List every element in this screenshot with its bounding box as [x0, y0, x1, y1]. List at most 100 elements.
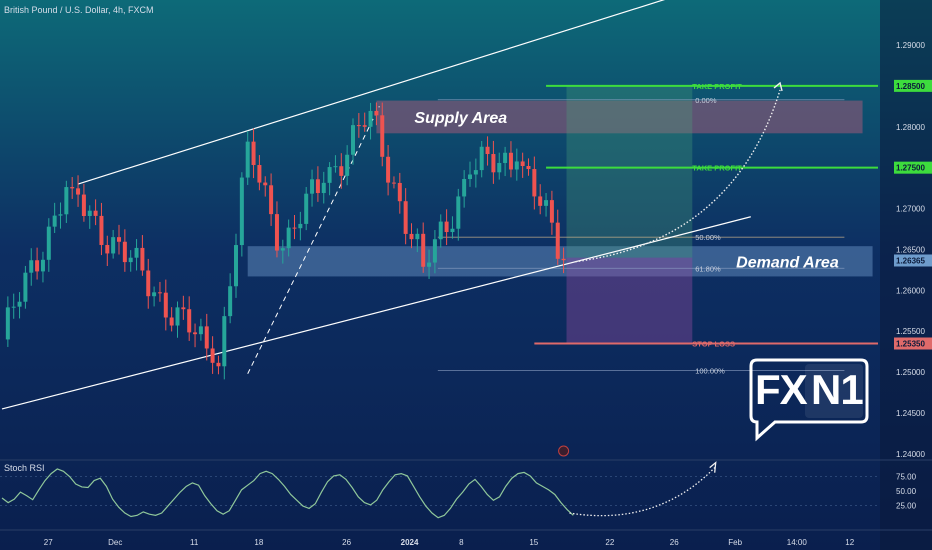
candle-body — [508, 152, 513, 170]
candle-body — [169, 317, 174, 326]
candle-body — [333, 166, 338, 168]
supply-zone — [376, 100, 863, 134]
candle-body — [274, 214, 279, 251]
y-tick-label: 1.27000 — [896, 205, 925, 214]
x-tick-label: 22 — [605, 538, 614, 547]
candle-body — [339, 166, 344, 176]
candle-body — [432, 239, 437, 263]
candle-body — [81, 194, 86, 216]
candle-body — [485, 146, 490, 155]
candle-body — [17, 301, 22, 307]
candle-body — [397, 182, 402, 202]
take-profit-label: TAKE PROFIT — [692, 164, 742, 173]
projection-arrowhead — [773, 81, 783, 92]
candle-body — [245, 141, 250, 178]
candle-body — [479, 146, 484, 171]
candle-body — [105, 244, 110, 254]
candle-body — [99, 215, 104, 245]
candle-body — [514, 161, 519, 170]
candle-body — [380, 115, 385, 157]
stoch-rsi-line — [1, 468, 574, 519]
demand-area-label: Demand Area — [736, 254, 839, 271]
symbol-title: British Pound / U.S. Dollar, 4h, FXCM — [4, 5, 154, 15]
candle-body — [462, 179, 467, 197]
candle-body — [111, 237, 116, 254]
candle-body — [444, 221, 449, 233]
candle-body — [526, 166, 531, 170]
candle-body — [46, 226, 51, 260]
x-tick-label: Feb — [728, 538, 742, 547]
candle-body — [292, 227, 297, 229]
y-tick-label: 1.26500 — [896, 245, 925, 254]
candle-body — [70, 187, 75, 189]
candle-body — [327, 167, 332, 183]
candle-body — [146, 270, 151, 297]
candle-body — [315, 179, 320, 194]
candle-body — [549, 200, 554, 223]
candle-body — [52, 215, 57, 227]
candle-body — [391, 182, 396, 184]
candle-body — [29, 260, 34, 273]
price-tag — [894, 161, 932, 174]
candle-body — [456, 196, 461, 229]
candle-body — [304, 193, 309, 224]
candle-body — [251, 141, 256, 166]
candle-body — [228, 286, 233, 317]
candle-body — [286, 227, 291, 249]
y-tick-label: 1.29000 — [896, 41, 925, 50]
price-tag-label: 1.26365 — [896, 256, 925, 265]
candle-body — [503, 152, 508, 163]
candle-body — [473, 170, 478, 175]
y-tick-label: 1.24500 — [896, 409, 925, 418]
candle-body — [362, 125, 367, 127]
candle-body — [58, 214, 63, 216]
event-marker-icon — [558, 445, 570, 457]
candle-body — [491, 154, 496, 173]
candle-body — [257, 165, 262, 183]
candle-body — [415, 233, 420, 240]
candle-body — [210, 348, 215, 363]
y-tick-label: 1.25000 — [896, 368, 925, 377]
fib-label: 0.00% — [695, 96, 717, 105]
x-tick-label: 26 — [342, 538, 351, 547]
candle-body — [368, 110, 373, 127]
candle-body — [193, 332, 198, 335]
x-tick-label: 8 — [459, 538, 464, 547]
channel-upper-line — [77, 0, 666, 185]
channel-lower-line — [1, 216, 751, 410]
candle-body — [374, 110, 379, 116]
logo-text-fx: FX — [755, 366, 808, 413]
x-tick-label: 26 — [670, 538, 679, 547]
x-tick-label: 15 — [529, 538, 538, 547]
y-tick-label: 1.26000 — [896, 286, 925, 295]
candle-body — [555, 222, 560, 259]
stoch-y-tick-label: 25.00 — [896, 502, 917, 511]
candle-body — [269, 185, 274, 215]
candle-body — [76, 188, 81, 195]
candle-body — [40, 259, 45, 272]
profit-zone — [566, 85, 693, 258]
x-tick-label: 11 — [190, 538, 199, 547]
candle-body — [520, 161, 525, 167]
candle-body — [468, 174, 472, 180]
candle-body — [450, 228, 455, 233]
logo-text-n1: N1 — [811, 366, 864, 413]
candle-body — [23, 272, 28, 302]
price-tag — [894, 337, 932, 350]
candle-body — [234, 245, 238, 287]
candle-body — [216, 362, 221, 367]
fib-label: 61.80% — [695, 264, 721, 273]
candle-body — [187, 309, 192, 333]
price-tag — [894, 254, 932, 267]
candle-body — [5, 307, 10, 340]
x-tick-label: 14:00 — [787, 538, 808, 547]
candle-body — [204, 326, 209, 349]
projection-dashed-line — [247, 106, 380, 374]
y-tick-label: 1.24000 — [896, 450, 925, 459]
take-profit-label: TAKE PROFIT — [692, 82, 742, 91]
candle-body — [421, 233, 426, 267]
candle-body — [263, 182, 268, 186]
